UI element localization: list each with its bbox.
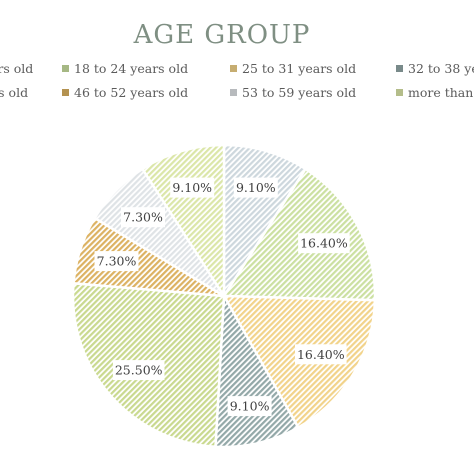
slice-label-4: 9.10% [227,396,272,417]
slice-label-text: 16.40% [297,347,345,362]
legend-label: more than 60 years old [408,85,474,100]
legend-item-1: below 18 years old [0,61,33,76]
legend-item-3: 25 to 31 years old [230,61,356,76]
slice-label-5: 25.50% [112,360,165,381]
legend-swatch [62,89,69,96]
slice-label-1: 9.10% [233,177,278,198]
slice-label-3: 16.40% [295,344,347,365]
slice-label-7: 7.30% [121,207,165,228]
slice-label-box [121,207,165,228]
legend-label: 46 to 52 years old [74,85,188,100]
slice-label-box [94,251,139,272]
slice-label-box [170,177,215,198]
slice-label-box [112,360,165,381]
legend-label: 32 to 38 years old [408,61,474,76]
slice-label-text: 16.40% [300,236,348,251]
legend-swatch [230,89,237,96]
legend-label: 18 to 24 years old [74,61,188,76]
chart-title: AGE GROUP [133,20,311,50]
legend-label: 25 to 31 years old [242,61,356,76]
legend-item-5: 39 to 45 years old [0,85,28,100]
slice-label-8: 9.10% [170,177,215,198]
legend-item-4: 32 to 38 years old [396,61,474,76]
legend-label: 39 to 45 years old [0,85,28,100]
legend-swatch [396,65,403,72]
legend-item-7: 53 to 59 years old [230,85,356,100]
slice-label-text: 7.30% [123,210,163,225]
slice-label-text: 25.50% [115,363,163,378]
slice-label-6: 7.30% [94,251,139,272]
legend-label: below 18 years old [0,61,33,76]
slice-label-box [298,233,350,254]
slice-label-text: 9.10% [236,180,276,195]
slice-label-text: 9.10% [172,180,212,195]
legend-label: 53 to 59 years old [242,85,356,100]
legend-swatch [62,65,69,72]
slice-label-box [233,177,278,198]
slice-labels: 9.10% 16.40% 16.40% 9.10% 25.50% 7.30% 7.30% 9.… [94,177,350,417]
legend-item-8: more than 60 years old [396,85,474,100]
legend: below 18 years old 18 to 24 years old 25 t… [0,61,474,100]
slice-label-box [295,344,347,365]
slice-label-2: 16.40% [298,233,350,254]
slice-label-box [227,396,272,417]
slice-label-text: 9.10% [230,399,270,414]
legend-swatch [396,89,403,96]
slice-label-text: 7.30% [97,254,137,269]
pie-slices [71,143,377,449]
legend-item-2: 18 to 24 years old [62,61,188,76]
legend-swatch [230,65,237,72]
legend-item-6: 46 to 52 years old [62,85,188,100]
